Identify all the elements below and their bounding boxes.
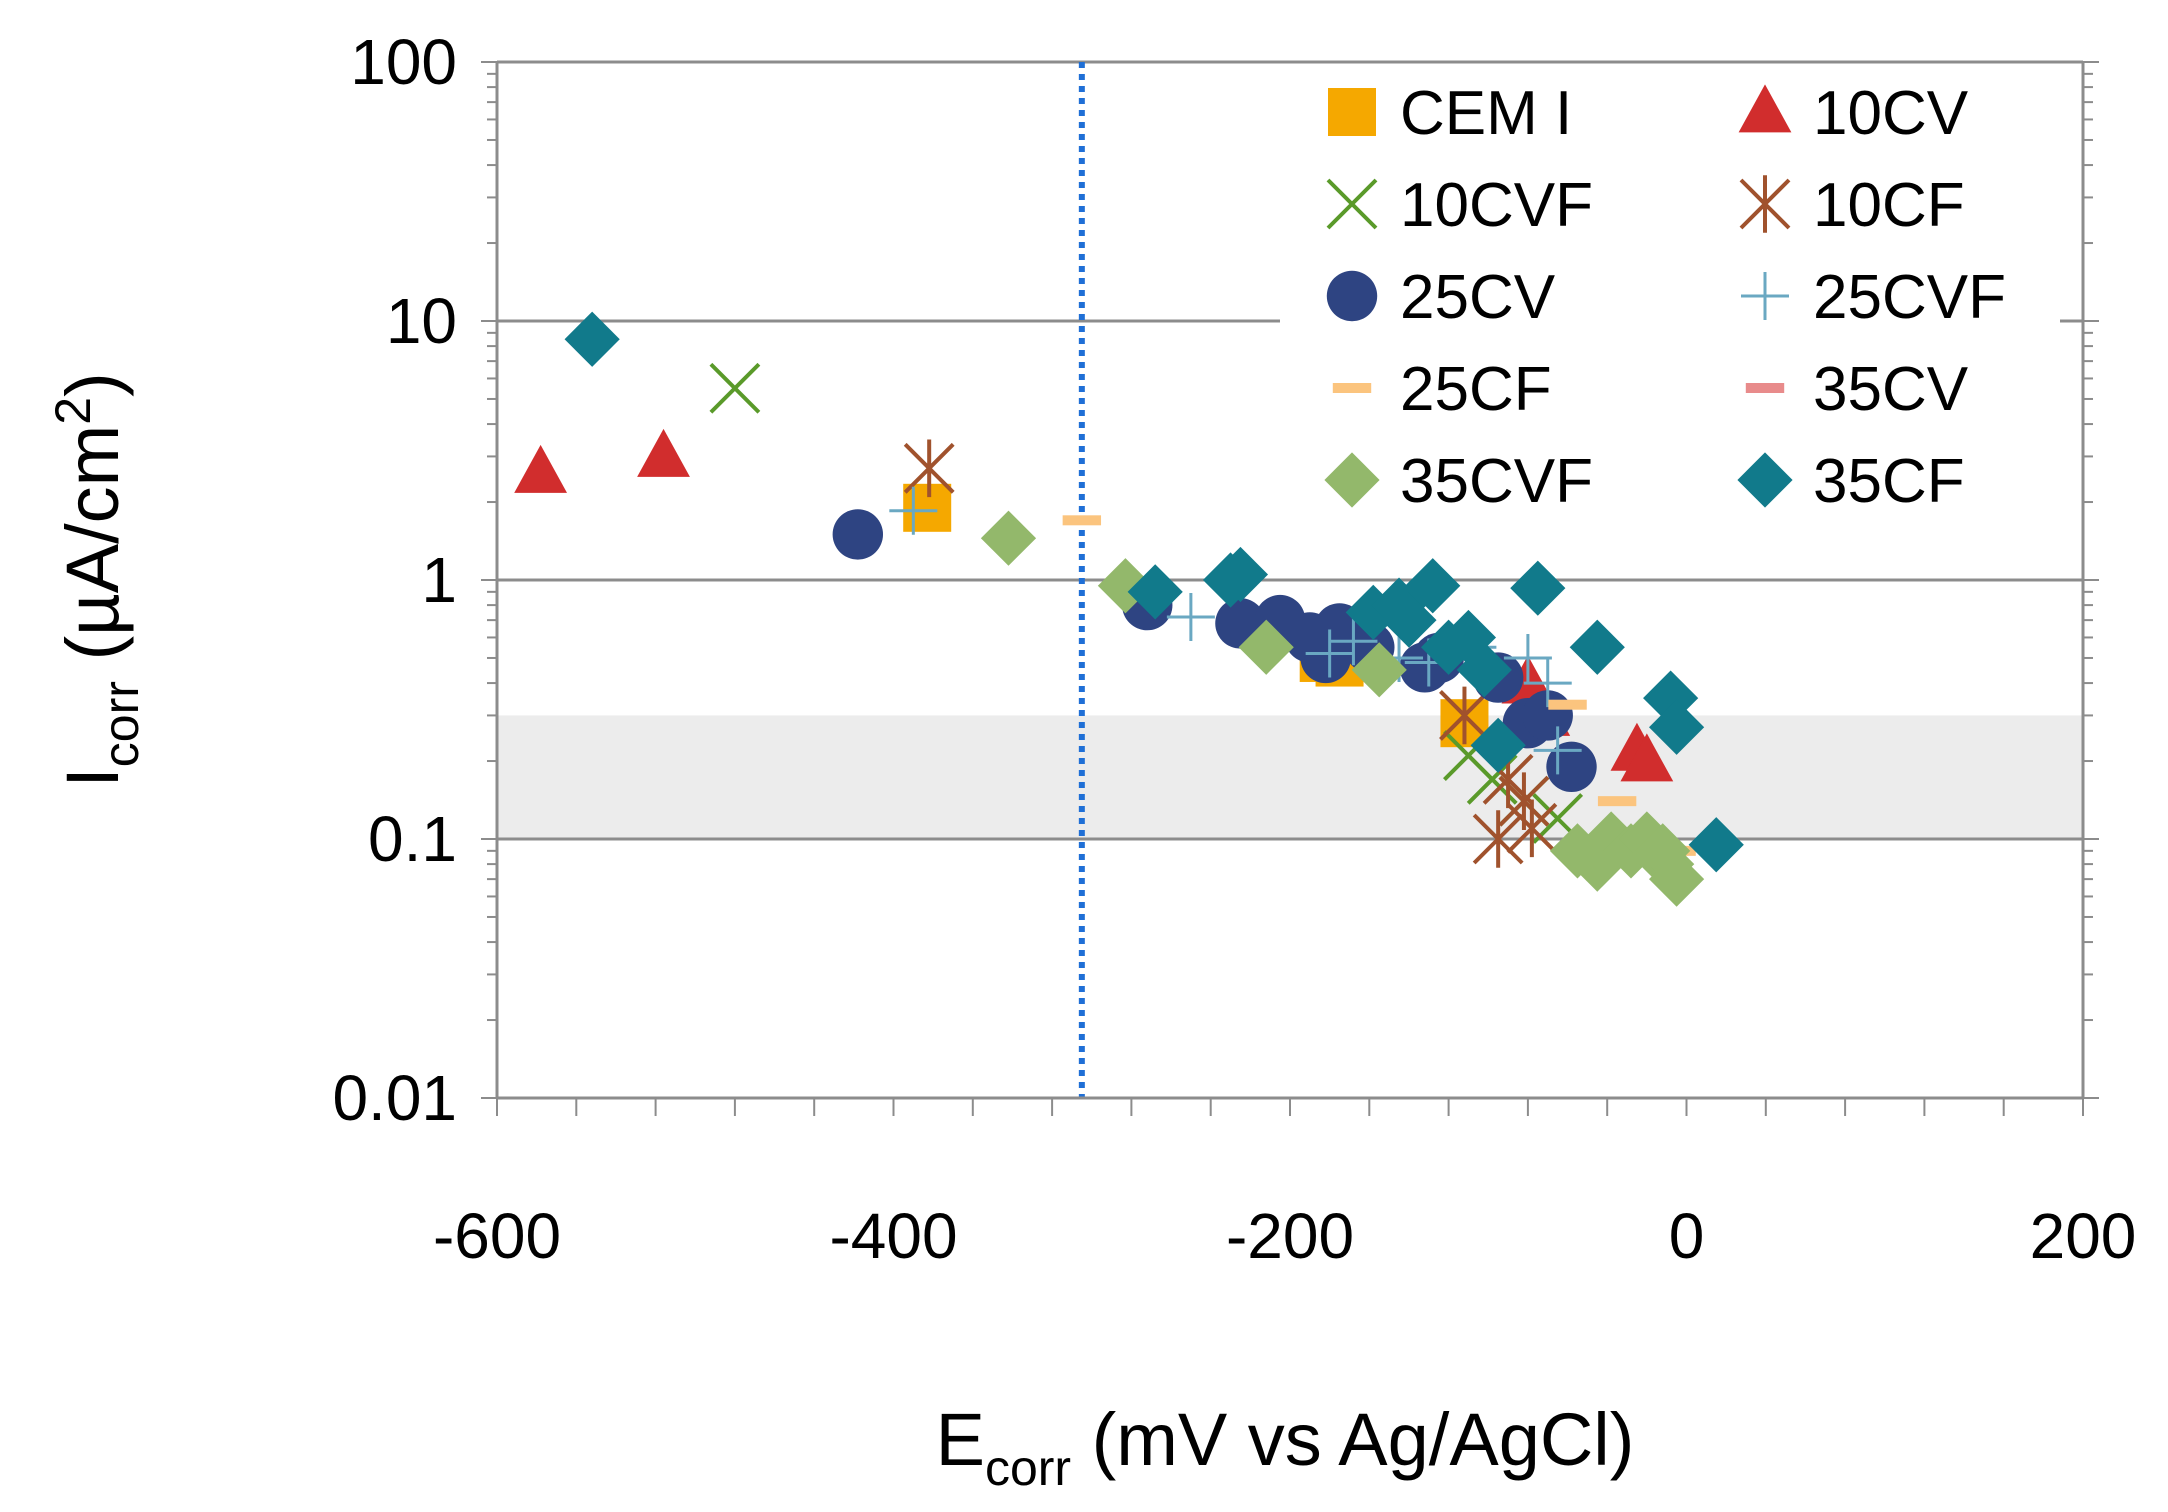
data-marker-layer [514,311,1744,907]
legend-label-25cf: 25CF [1400,355,1552,424]
shaded-band-layer [497,715,2083,839]
legend-label-25cvf: 25CVF [1813,263,2006,332]
data-point-10cv [514,444,568,493]
data-point-10cf [1506,799,1558,858]
legend-label-35cvf: 35CVF [1400,447,1593,516]
data-point-35cf [1127,564,1183,620]
data-point-25cvf [1305,629,1354,678]
legend-label-35cf: 35CF [1813,447,1965,516]
y-tick-label: 0.01 [332,1062,457,1134]
y-axis-title-sup: 2 [45,397,101,425]
data-point-35cvf [1238,619,1294,675]
data-point-10cf [903,439,955,498]
data-point-25cf [1597,796,1637,807]
data-point-35cf [1648,699,1705,755]
legend-label-10cf: 10CF [1813,171,1965,240]
data-point-35cvf [1351,642,1407,698]
legend: CEM I 10CV 10CVF 10CF 25CV 25CVF 25CF 35CV 35CVF… [1280,70,2060,540]
data-point-35cvf [1603,823,1659,879]
data-point-25cf [1062,515,1102,526]
data-point-35cf [1510,560,1566,616]
data-point-35cf [1569,619,1625,675]
x-axis-title-main: E [936,1398,985,1481]
x-tick-label: 200 [2030,1200,2137,1272]
legend-label-35cv: 35CV [1813,355,1969,424]
x-tick-label: -200 [1226,1200,1354,1272]
legend-label-cem-i: CEM I [1400,79,1572,148]
x-axis-title: Ecorr (mV vs Ag/AgCl) [936,1398,1635,1496]
legend-marker-25cv [1326,270,1378,322]
axes-layer: 0.01 0.1 1 10 100 -600 -400 -200 0 200 [332,26,2136,1272]
legend-marker-cem-i [1328,88,1376,136]
data-point-35cf [1405,558,1461,614]
data-point-10cv [637,428,690,477]
y-axis-title: Icorr (µA/cm2) [45,372,149,788]
shaded-band [497,715,2083,839]
y-tick-label: 10 [386,285,457,357]
data-point-25cvf [1533,726,1582,775]
y-tick-label: 100 [350,26,457,98]
data-point-35cf [1212,546,1269,603]
legend-marker-10cvf [1326,178,1378,230]
legend-marker-10cf [1739,175,1791,233]
data-point-35cf [1421,619,1477,675]
data-point-35cvf [1635,823,1691,879]
data-point-25cvf [1503,633,1552,682]
data-point-35cf [1688,817,1744,873]
legend-label-10cvf: 10CVF [1400,171,1593,240]
legend-marker-25cvf [1741,272,1789,320]
y-axis-title-end: ) [51,372,134,397]
x-axis-title-sub: corr [985,1440,1071,1496]
legend-marker-35cvf [1324,452,1380,508]
data-point-25cvf [1166,592,1215,641]
data-point-10cf [1439,686,1490,745]
y-axis-title-sub: corr [93,681,149,767]
y-tick-label: 1 [421,544,457,616]
data-point-35cf [1470,717,1526,773]
data-point-25cf [1548,699,1587,710]
legend-background [1280,70,2060,540]
data-point-35cf [1456,642,1512,698]
legend-label-10cv: 10CV [1813,79,1969,148]
data-point-35cf [1381,592,1437,648]
y-axis-title-main: I [51,767,134,788]
data-point-25cv [832,509,884,560]
data-point-35cvf [980,510,1037,566]
data-point-25cvf [1329,617,1378,666]
data-point-35cf [564,311,620,367]
x-tick-label: 0 [1669,1200,1705,1272]
legend-label-25cv: 25CV [1400,263,1556,332]
y-axis-title-rest: (µA/cm [51,425,134,681]
legend-marker-10cv [1738,84,1792,133]
x-axis-title-rest: (mV vs Ag/AgCl) [1071,1398,1634,1481]
data-point-25cvf [1523,659,1572,708]
x-tick-label: -600 [433,1200,561,1272]
legend-marker-25cf [1332,383,1372,393]
data-point-10cf [1472,810,1524,868]
data-point-10cvf [709,362,761,414]
data-point-25cvf [889,486,938,535]
legend-marker-35cv [1745,383,1785,393]
x-tick-label: -400 [829,1200,957,1272]
data-point-10cv [1620,733,1674,782]
legend-marker-35cf [1737,452,1793,508]
y-tick-label: 0.1 [368,803,457,875]
